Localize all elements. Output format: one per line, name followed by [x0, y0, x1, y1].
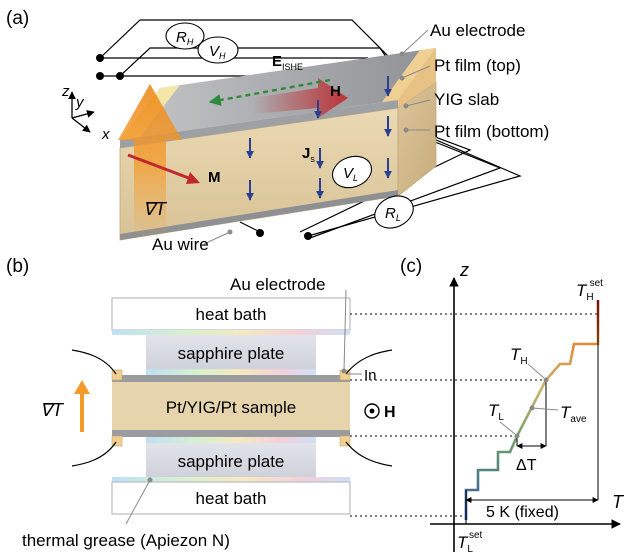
- svg-text:RH: RH: [176, 29, 194, 47]
- in-label: In: [364, 367, 377, 384]
- au-electrode-label-a: Au electrode: [430, 21, 525, 40]
- thermal-grease-bottom: [112, 477, 350, 482]
- axis-y-label: y: [75, 94, 85, 111]
- thermal-grease-top: [112, 330, 350, 335]
- panel-b-label: (b): [6, 256, 29, 277]
- panel-a-label: (a): [6, 8, 29, 29]
- svg-text:sapphire plate: sapphire plate: [178, 452, 285, 471]
- th-set-label: THset: [576, 278, 603, 303]
- panel-c: (c) z T ΔT 5 K (fixed) TLset THset TH TL…: [400, 256, 625, 555]
- h-out-of-plane-icon: [364, 403, 380, 419]
- au-wire-label: Au wire: [152, 235, 209, 254]
- pt-film-top: [120, 48, 436, 140]
- heat-bath-bottom: [111, 481, 351, 515]
- svg-text:heat bath: heat bath: [196, 305, 267, 324]
- magnetization-label: M: [208, 169, 221, 186]
- h-field-label: H: [330, 83, 341, 100]
- tl-set-label: TLset: [457, 530, 483, 555]
- axis-z-label: z: [61, 83, 70, 100]
- thermal-grease-label: thermal grease (Apiezon N): [22, 531, 230, 550]
- fixed-difference-label: 5 K (fixed): [486, 504, 559, 521]
- sample-label: Pt/YIG/Pt sample: [166, 398, 296, 417]
- pt-yig-pt-slab: [119, 48, 437, 241]
- delta-t-label: ΔT: [516, 457, 537, 474]
- wires-b: [71, 349, 393, 467]
- grad-t-label-b: ∇T: [40, 400, 65, 420]
- axis-t-label: T: [612, 492, 625, 512]
- wire-junctions: [96, 54, 312, 240]
- vh-meter: VH: [197, 36, 239, 64]
- svg-text:RL: RL: [385, 205, 401, 223]
- yig-side-face: [397, 81, 437, 197]
- axis-z-label-c: z: [459, 260, 469, 280]
- e-ishe-label: EISHE: [272, 53, 303, 72]
- yig-slab-label: YIG slab: [434, 90, 499, 109]
- pt-film-top-edge: [120, 100, 398, 148]
- rl-meter: RL: [374, 195, 414, 229]
- e-ishe-arrow: [208, 78, 331, 106]
- vl-meter: VL: [331, 155, 373, 189]
- svg-text:heat bath: heat bath: [196, 489, 267, 508]
- pt-film-bottom-label: Pt film (bottom): [434, 122, 549, 141]
- spin-current-arrows: [246, 76, 392, 201]
- au-electrode-label-b: Au electrode: [230, 275, 325, 294]
- h-field-arrow: [252, 78, 348, 118]
- coordinate-axes: [68, 91, 95, 133]
- sapphire-plate-bottom: [146, 443, 316, 477]
- pt-film-bottom: [120, 190, 398, 240]
- axis-x-label: x: [101, 126, 110, 143]
- panel-a: (a) RH VH: [6, 8, 549, 254]
- sapphire-plate-top: [146, 335, 316, 369]
- sample-block: [112, 382, 350, 430]
- svg-text:sapphire plate: sapphire plate: [178, 344, 285, 363]
- svg-text:VH: VH: [209, 43, 226, 61]
- dotted-connectors: [350, 313, 598, 517]
- temperature-profile: [464, 300, 600, 520]
- pt-film-bottom-b: [112, 430, 350, 437]
- magnetization-arrow: [127, 153, 195, 182]
- tave-label: Tave: [560, 403, 587, 425]
- pt-film-top-label: Pt film (top): [434, 56, 521, 75]
- panel-c-label: (c): [400, 256, 422, 277]
- rh-meter: RH: [165, 22, 205, 50]
- grad-t-label-a: ∇T: [143, 199, 168, 219]
- pt-film-top-b: [112, 375, 350, 382]
- tl-label: TL: [488, 401, 504, 423]
- svg-text:VL: VL: [343, 165, 358, 183]
- panel-b: (b) heat bath sapphire plate Pt/YIG/Pt s…: [6, 256, 396, 550]
- h-label-b: H: [384, 404, 396, 421]
- js-label: Js: [302, 145, 315, 164]
- th-label: TH: [510, 345, 528, 367]
